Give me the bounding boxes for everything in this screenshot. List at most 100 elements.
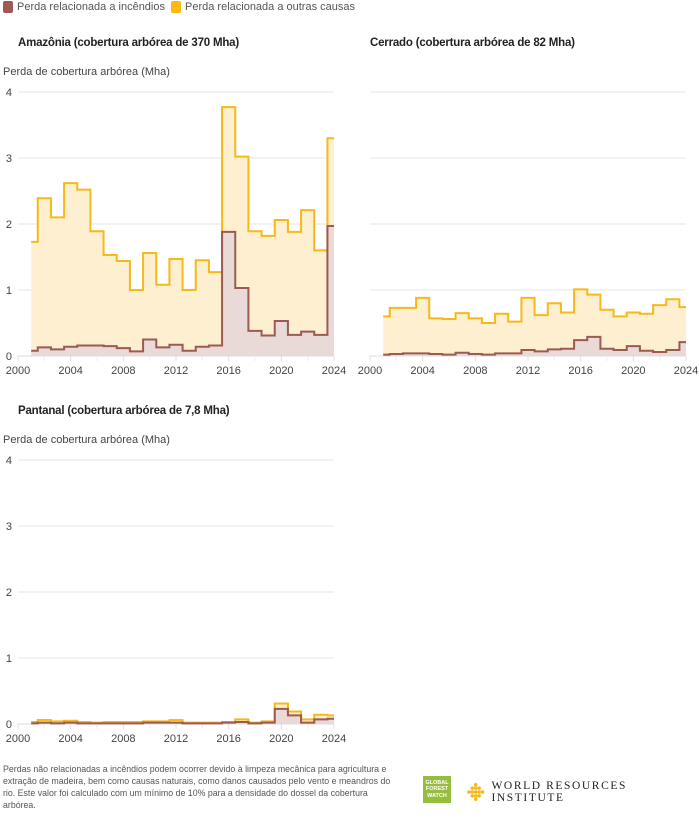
point-other-causes-2009[interactable] xyxy=(486,320,492,326)
point-other-causes-2004[interactable] xyxy=(420,295,426,301)
point-fire-2009[interactable] xyxy=(486,352,492,358)
point-fire-2019[interactable] xyxy=(617,347,623,353)
point-fire-2013[interactable] xyxy=(538,348,544,354)
point-other-causes-2022[interactable] xyxy=(305,207,311,213)
point-fire-2023[interactable] xyxy=(318,332,324,338)
point-other-causes-2016[interactable] xyxy=(578,286,584,292)
point-fire-2014[interactable] xyxy=(199,720,205,726)
point-fire-2018[interactable] xyxy=(252,720,258,726)
point-fire-2015[interactable] xyxy=(213,342,219,348)
point-other-causes-2003[interactable] xyxy=(55,214,61,220)
point-fire-2017[interactable] xyxy=(239,719,245,725)
point-fire-2021[interactable] xyxy=(292,712,298,718)
point-other-causes-2018[interactable] xyxy=(252,228,258,234)
point-other-causes-2024[interactable] xyxy=(331,135,337,141)
point-other-causes-2015[interactable] xyxy=(213,269,219,275)
point-other-causes-2010[interactable] xyxy=(147,250,153,256)
point-fire-2022[interactable] xyxy=(657,349,663,355)
point-other-causes-2008[interactable] xyxy=(472,315,478,321)
legend-item-other[interactable]: Perda relacionada a outras causas xyxy=(171,1,355,13)
point-fire-2005[interactable] xyxy=(81,342,87,348)
point-fire-2014[interactable] xyxy=(551,346,557,352)
point-other-causes-2019[interactable] xyxy=(617,313,623,319)
point-fire-2013[interactable] xyxy=(186,720,192,726)
point-other-causes-2005[interactable] xyxy=(81,187,87,193)
point-fire-2019[interactable] xyxy=(265,333,271,339)
point-fire-2002[interactable] xyxy=(393,351,399,357)
point-fire-2020[interactable] xyxy=(278,318,284,324)
point-other-causes-2009[interactable] xyxy=(134,287,140,293)
wri-logo[interactable]: WORLD RESOURCES INSTITUTE xyxy=(466,780,699,804)
point-fire-2006[interactable] xyxy=(94,720,100,726)
point-other-causes-2007[interactable] xyxy=(459,310,465,316)
point-other-causes-2021[interactable] xyxy=(292,229,298,235)
point-other-causes-2024[interactable] xyxy=(683,304,689,310)
point-fire-2020[interactable] xyxy=(278,706,284,712)
point-fire-2024[interactable] xyxy=(683,339,689,345)
point-fire-2023[interactable] xyxy=(670,347,676,353)
point-other-causes-2011[interactable] xyxy=(160,282,166,288)
point-other-causes-2013[interactable] xyxy=(186,287,192,293)
point-other-causes-2019[interactable] xyxy=(265,233,271,239)
point-fire-2008[interactable] xyxy=(120,345,126,351)
point-other-causes-2014[interactable] xyxy=(551,300,557,306)
point-fire-2012[interactable] xyxy=(525,347,531,353)
point-other-causes-2017[interactable] xyxy=(239,154,245,160)
point-other-causes-2007[interactable] xyxy=(107,252,113,258)
point-fire-2003[interactable] xyxy=(55,346,61,352)
point-other-causes-2001[interactable] xyxy=(28,239,34,245)
point-fire-2007[interactable] xyxy=(107,343,113,349)
point-other-causes-2004[interactable] xyxy=(68,180,74,186)
point-other-causes-2001[interactable] xyxy=(380,313,386,319)
point-other-causes-2005[interactable] xyxy=(433,315,439,321)
point-fire-2017[interactable] xyxy=(591,334,597,340)
point-other-causes-2006[interactable] xyxy=(94,228,100,234)
point-fire-2005[interactable] xyxy=(433,351,439,357)
point-fire-2004[interactable] xyxy=(68,344,74,350)
point-fire-2016[interactable] xyxy=(226,229,232,235)
point-fire-2014[interactable] xyxy=(199,344,205,350)
point-fire-2021[interactable] xyxy=(644,348,650,354)
point-fire-2009[interactable] xyxy=(134,348,140,354)
point-other-causes-2016[interactable] xyxy=(226,104,232,110)
point-fire-2018[interactable] xyxy=(604,346,610,352)
point-fire-2010[interactable] xyxy=(147,720,153,726)
point-fire-2004[interactable] xyxy=(68,720,74,726)
point-fire-2002[interactable] xyxy=(41,720,47,726)
point-other-causes-2017[interactable] xyxy=(591,292,597,298)
point-other-causes-2003[interactable] xyxy=(407,305,413,311)
point-fire-2012[interactable] xyxy=(173,342,179,348)
point-fire-2008[interactable] xyxy=(120,720,126,726)
point-fire-2024[interactable] xyxy=(331,716,337,722)
point-other-causes-2023[interactable] xyxy=(318,247,324,253)
point-fire-2016[interactable] xyxy=(226,720,232,726)
point-fire-2005[interactable] xyxy=(81,720,87,726)
point-other-causes-2020[interactable] xyxy=(630,309,636,315)
point-fire-2009[interactable] xyxy=(134,720,140,726)
point-fire-2006[interactable] xyxy=(94,342,100,348)
global-forest-watch-logo[interactable]: GLOBAL FOREST WATCH xyxy=(423,776,451,803)
legend-item-fire[interactable]: Perda relacionada a incêndios xyxy=(3,1,165,13)
point-fire-2012[interactable] xyxy=(173,720,179,726)
point-fire-2006[interactable] xyxy=(446,352,452,358)
point-fire-2015[interactable] xyxy=(213,720,219,726)
point-fire-2001[interactable] xyxy=(28,348,34,354)
point-other-causes-2008[interactable] xyxy=(120,258,126,264)
point-other-causes-2012[interactable] xyxy=(525,295,531,301)
point-other-causes-2021[interactable] xyxy=(644,311,650,317)
point-fire-2010[interactable] xyxy=(147,337,153,343)
point-fire-2020[interactable] xyxy=(630,343,636,349)
point-fire-2022[interactable] xyxy=(305,720,311,726)
point-fire-2011[interactable] xyxy=(512,350,518,356)
point-other-causes-2010[interactable] xyxy=(499,311,505,317)
point-fire-2015[interactable] xyxy=(565,346,571,352)
point-other-causes-2013[interactable] xyxy=(538,312,544,318)
point-other-causes-2020[interactable] xyxy=(278,217,284,223)
point-other-causes-2002[interactable] xyxy=(393,305,399,311)
point-fire-2003[interactable] xyxy=(55,720,61,726)
point-fire-2018[interactable] xyxy=(252,328,258,334)
point-other-causes-2002[interactable] xyxy=(41,195,47,201)
point-fire-2023[interactable] xyxy=(318,716,324,722)
point-fire-2017[interactable] xyxy=(239,285,245,291)
point-fire-2011[interactable] xyxy=(160,344,166,350)
